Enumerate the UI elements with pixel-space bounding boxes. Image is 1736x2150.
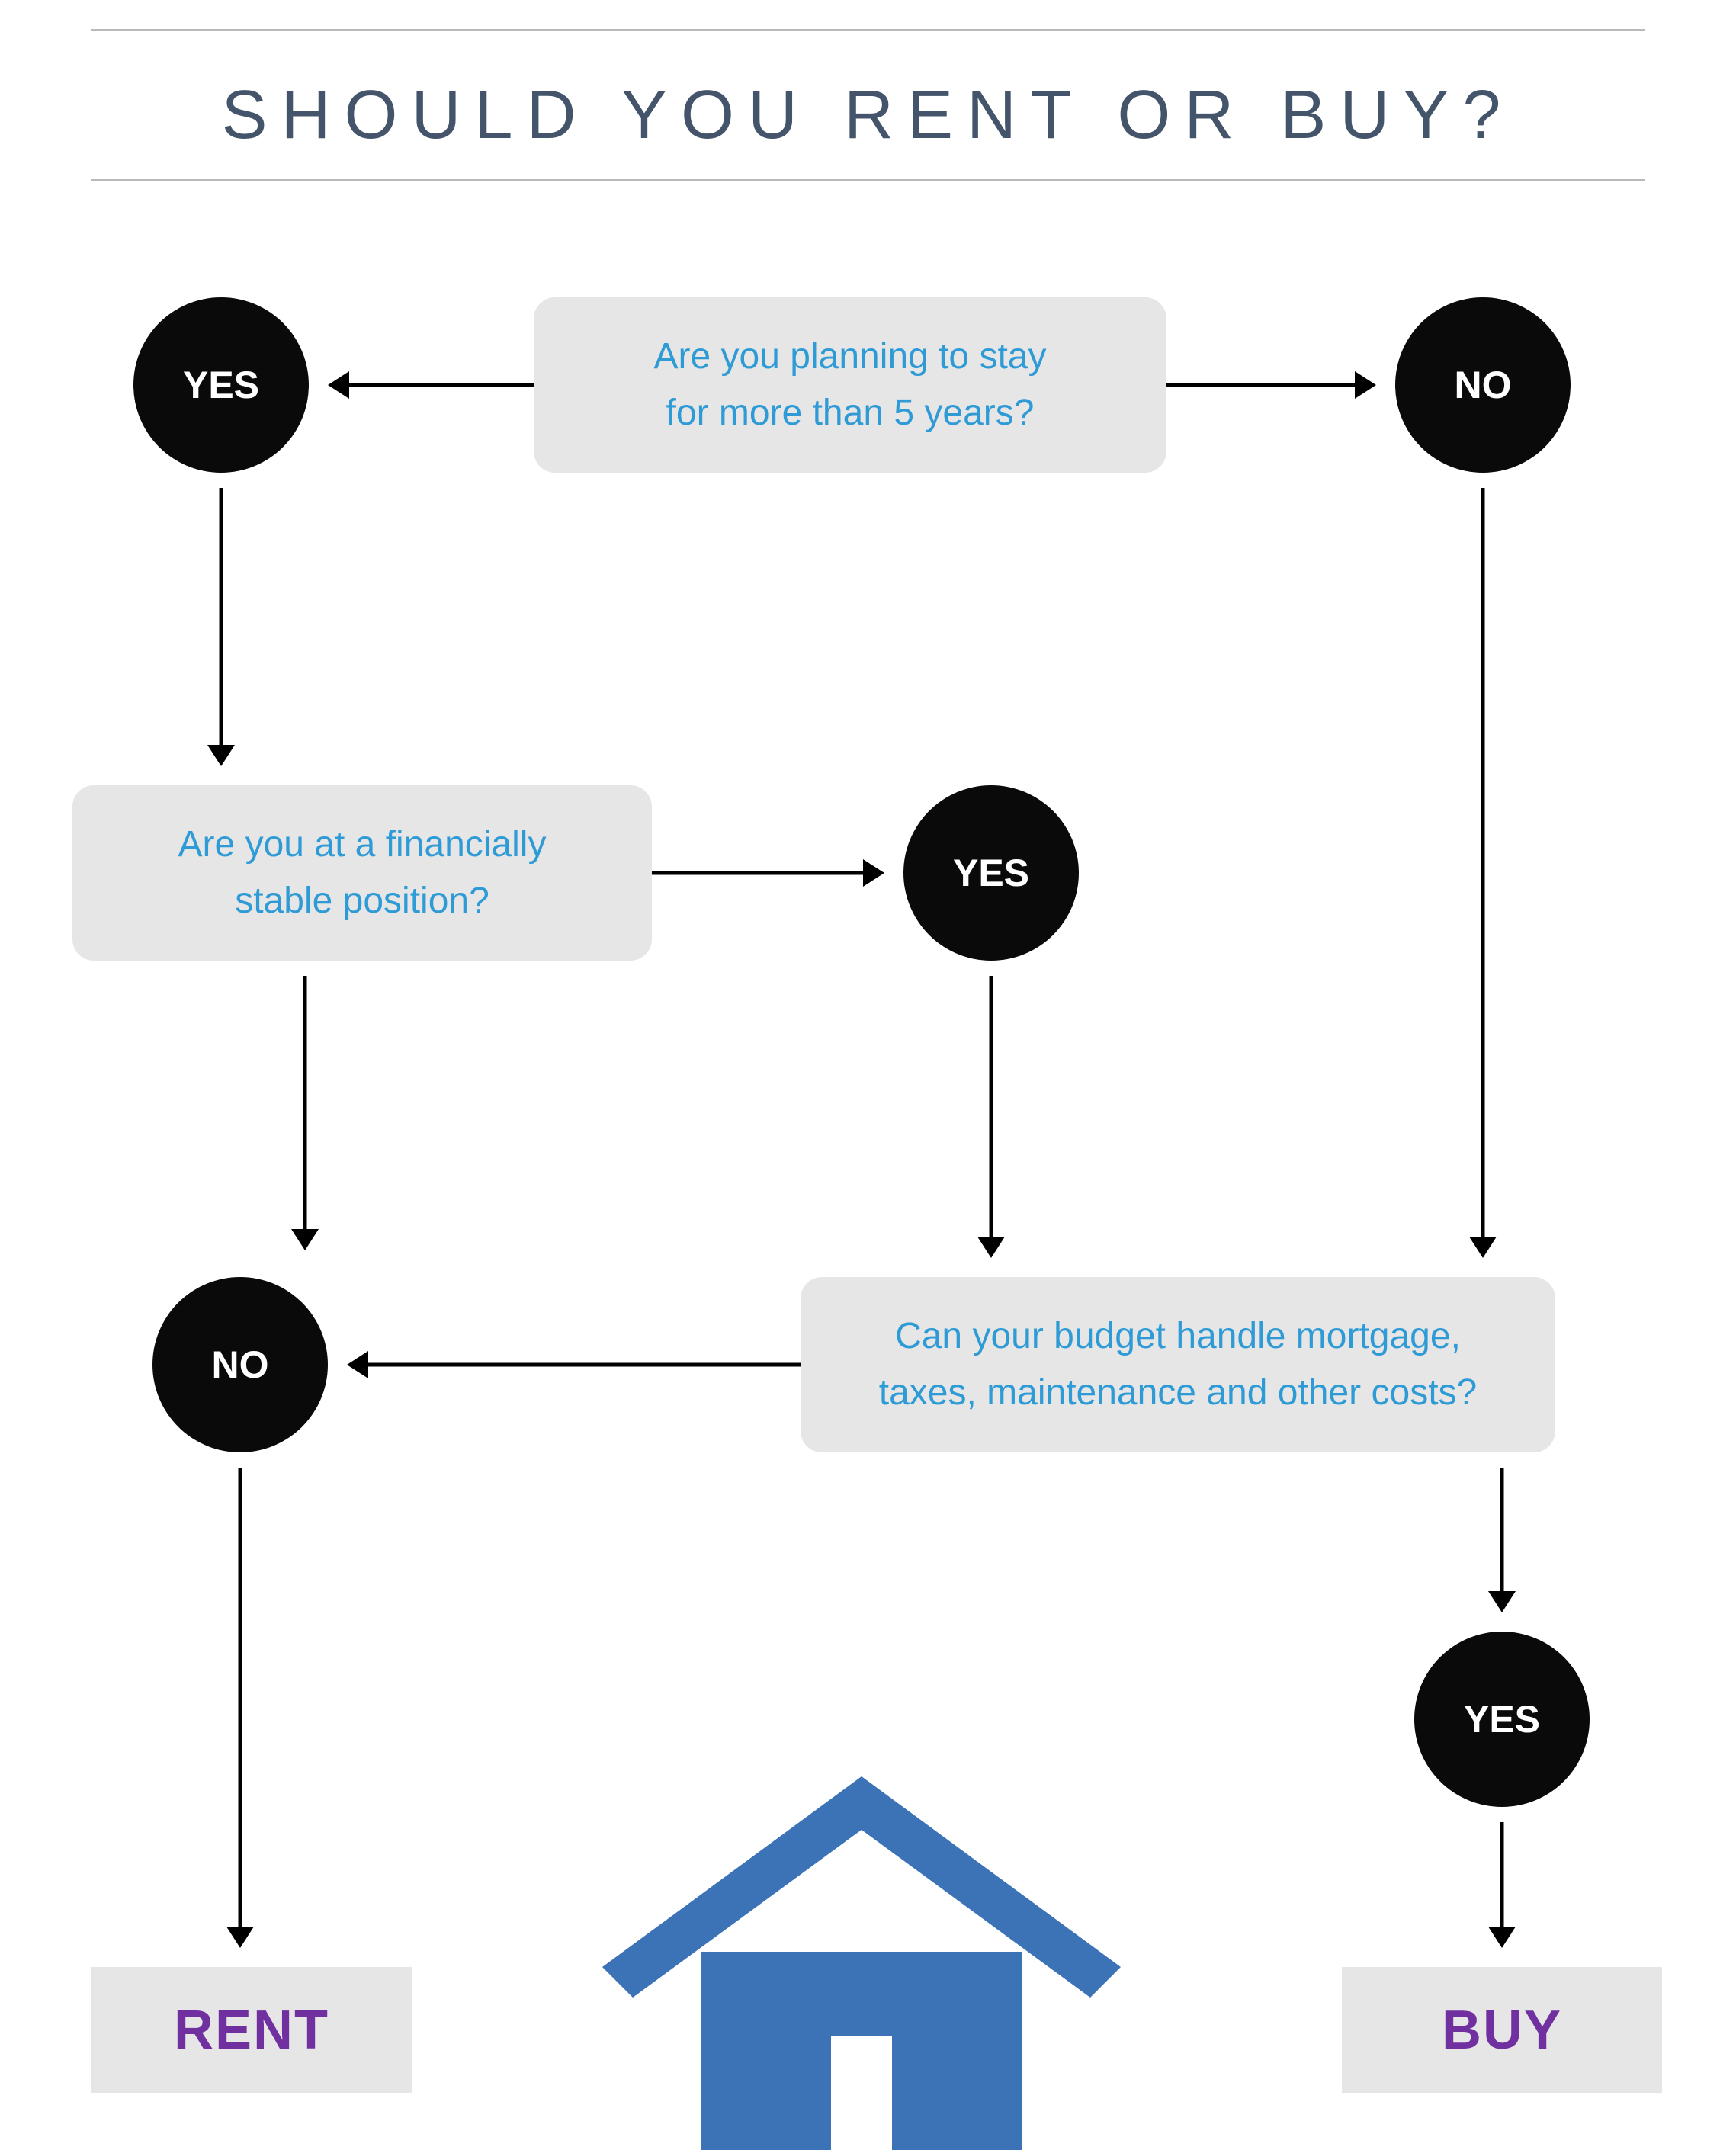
question-budget-handle-costs: Can your budget handle mortgage,taxes, m… — [801, 1277, 1555, 1452]
answer-yes-2: YES — [903, 785, 1079, 961]
question-text: Are you at a financiallystable position? — [178, 817, 547, 930]
title-rule-top — [91, 29, 1645, 31]
answer-yes-3: YES — [1414, 1632, 1590, 1807]
house-icon — [587, 1754, 1136, 2150]
question-stay-5-years: Are you planning to stayfor more than 5 … — [534, 297, 1166, 473]
flowchart-canvas: SHOULD YOU RENT OR BUY? Are you planning… — [0, 0, 1736, 2147]
title-rule-bottom — [91, 179, 1645, 181]
question-text: Are you planning to stayfor more than 5 … — [654, 329, 1047, 442]
page-title: SHOULD YOU RENT OR BUY? — [0, 76, 1736, 155]
answer-yes-1: YES — [133, 297, 309, 473]
answer-no-2: NO — [152, 1277, 328, 1452]
result-buy: BUY — [1342, 1967, 1662, 2093]
question-financially-stable: Are you at a financiallystable position? — [72, 785, 652, 961]
result-rent: RENT — [91, 1967, 412, 2093]
question-text: Can your budget handle mortgage,taxes, m… — [879, 1308, 1477, 1422]
answer-no-1: NO — [1395, 297, 1571, 473]
